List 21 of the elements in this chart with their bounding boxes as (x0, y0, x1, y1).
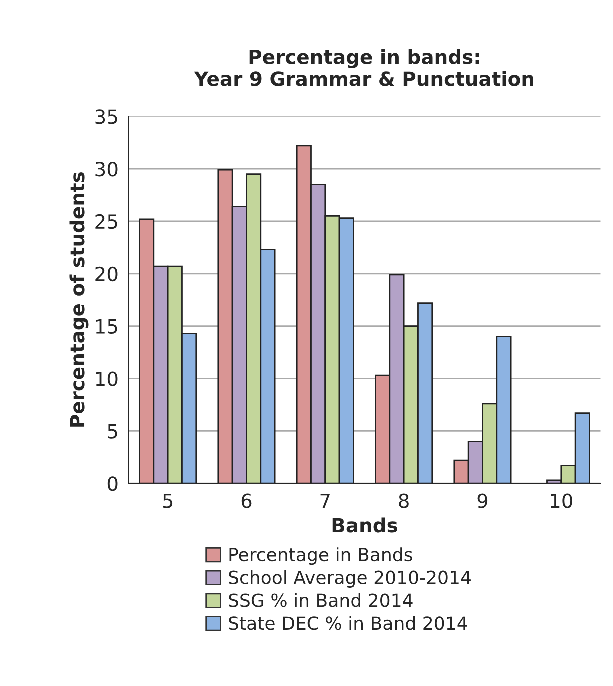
legend-label: State DEC % in Band 2014 (229, 616, 468, 630)
legend-label: Percentage in Bands (230, 548, 412, 566)
x-axis-title: Bands (332, 518, 398, 533)
y-tick-label: 25 (96, 214, 118, 230)
legend-label: SSG % in Band 2014 (229, 593, 413, 608)
x-tick-label: 9 (478, 494, 488, 508)
x-tick-label: 6 (242, 494, 252, 508)
y-tick-label: 10 (96, 372, 118, 386)
y-tick-label: 30 (96, 162, 118, 177)
y-tick-label: 35 (96, 110, 118, 124)
x-tick-label: 10 (551, 494, 572, 508)
y-axis-title: Percentage of students (70, 172, 89, 427)
chart-title: Percentage in bands: Year 9 Grammar & Punctuation (194, 49, 534, 86)
y-tick-label: 20 (96, 266, 118, 282)
y-tick-label: 0 (108, 476, 118, 492)
x-tick-label: 7 (320, 494, 330, 508)
y-tick-label: 5 (108, 424, 118, 439)
y-tick-label: 15 (96, 320, 118, 334)
x-tick-label: 5 (163, 494, 173, 508)
x-tick-label: 8 (399, 494, 409, 508)
legend-label: School Average 2010-2014 (229, 570, 471, 588)
